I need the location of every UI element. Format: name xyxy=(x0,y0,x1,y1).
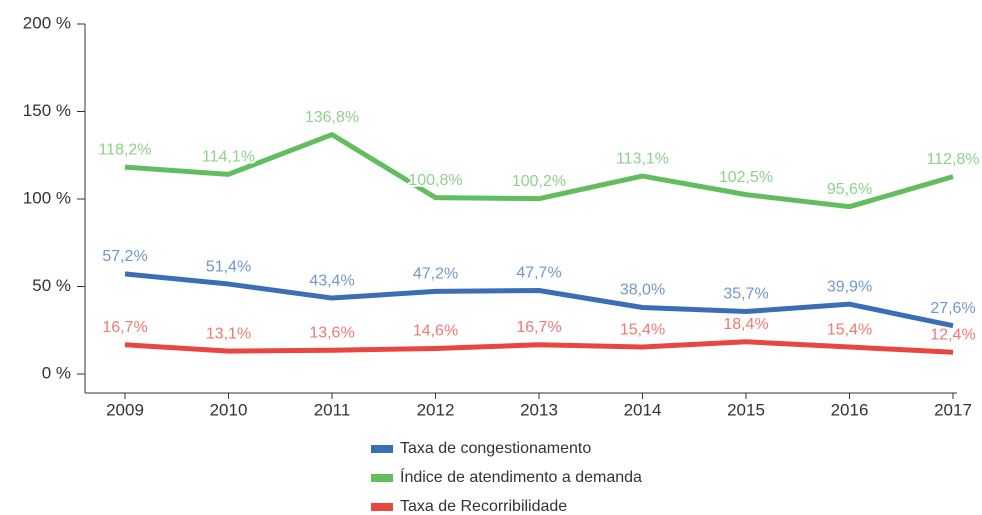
y-tick-label: 150 % xyxy=(23,101,71,120)
x-tick-label: 2014 xyxy=(624,400,662,419)
data-label: 102,5% xyxy=(719,169,773,186)
data-label: 118,2% xyxy=(98,141,151,158)
data-label: 136,8% xyxy=(305,109,359,126)
data-label: 100,2% xyxy=(512,173,566,190)
legend-swatch xyxy=(371,503,393,511)
data-label: 14,6% xyxy=(413,323,458,340)
data-label: 95,6% xyxy=(827,181,872,198)
x-tick-label: 2011 xyxy=(314,400,351,419)
data-label: 12,4% xyxy=(930,327,975,344)
data-label: 18,4% xyxy=(723,316,768,333)
legend-swatch xyxy=(371,474,393,482)
data-label: 47,2% xyxy=(413,266,458,283)
data-label: 13,1% xyxy=(206,325,251,342)
data-label: 114,1% xyxy=(202,149,255,166)
y-tick-label: 50 % xyxy=(32,276,71,295)
data-label: 27,6% xyxy=(930,300,975,317)
data-label: 43,4% xyxy=(309,272,354,289)
x-tick-label: 2015 xyxy=(727,400,765,419)
data-label: 57,2% xyxy=(102,248,147,265)
y-tick-label: 0 % xyxy=(42,363,71,382)
x-tick-label: 2013 xyxy=(520,400,558,419)
data-label: 16,7% xyxy=(102,319,147,336)
data-label: 39,9% xyxy=(827,278,872,295)
data-label: 51,4% xyxy=(206,258,251,275)
x-tick-label: 2012 xyxy=(417,400,455,419)
x-tick-label: 2009 xyxy=(106,400,144,419)
x-tick-label: 2016 xyxy=(831,400,869,419)
y-tick-label: 200 % xyxy=(23,13,71,32)
legend-label: Índice de atendimento a demanda xyxy=(400,467,642,486)
data-label: 16,7% xyxy=(516,319,561,336)
data-label: 113,1% xyxy=(616,150,669,167)
data-label: 47,7% xyxy=(516,265,561,282)
legend-swatch xyxy=(371,445,393,453)
series-line xyxy=(124,339,954,355)
x-tick-label: 2017 xyxy=(934,400,972,419)
series-line xyxy=(124,271,954,329)
legend-label: Taxa de congestionamento xyxy=(400,440,591,457)
x-tick-label: 2010 xyxy=(210,400,248,419)
data-label: 15,4% xyxy=(620,321,665,338)
data-label: 13,6% xyxy=(309,324,354,341)
data-label: 15,4% xyxy=(827,321,872,338)
legend-label: Taxa de Recorribilidade xyxy=(400,498,567,515)
series-line xyxy=(124,132,954,210)
data-label: 112,8% xyxy=(926,151,979,168)
data-label: 100,8% xyxy=(408,172,462,189)
data-label: 38,0% xyxy=(620,282,665,299)
y-tick-label: 100 % xyxy=(23,188,71,207)
data-label: 35,7% xyxy=(723,286,768,303)
